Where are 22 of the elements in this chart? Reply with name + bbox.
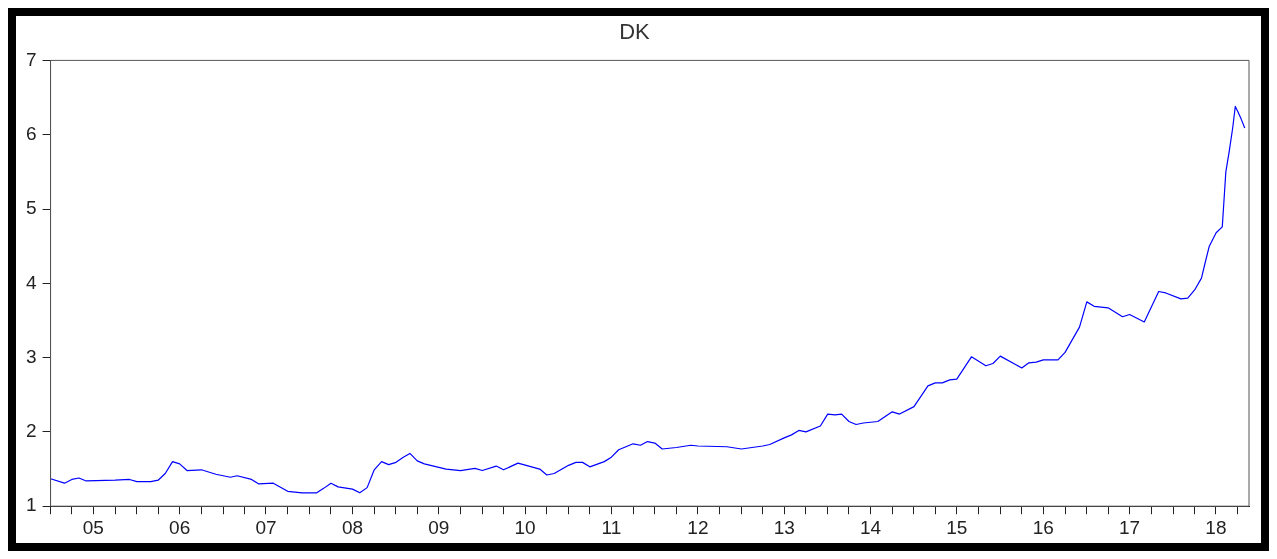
x-tick-label: 12 [687,516,709,538]
x-tick-label: 10 [514,516,536,538]
x-tick-label: 09 [428,516,450,538]
x-tick-label: 17 [1119,516,1141,538]
y-tick-label: 4 [25,271,37,293]
x-tick-label: 07 [255,516,277,538]
x-tick-label: 06 [169,516,191,538]
y-tick-label: 2 [25,420,37,442]
x-tick-label: 11 [601,516,622,538]
y-tick-label: 7 [25,48,37,70]
y-tick-label: 1 [25,494,37,516]
x-tick-label: 05 [82,516,104,538]
x-tick-label: 14 [859,516,882,538]
x-tick-label: 18 [1205,516,1227,538]
y-tick-label: 5 [25,197,37,219]
chart-title: DK [619,19,651,45]
y-tick-label: 3 [25,345,37,367]
x-tick-label: 15 [946,516,968,538]
x-tick-label: 08 [341,516,364,538]
y-tick-label: 6 [25,122,37,144]
x-tick-label: 16 [1032,516,1054,538]
x-tick-label: 13 [773,516,795,538]
